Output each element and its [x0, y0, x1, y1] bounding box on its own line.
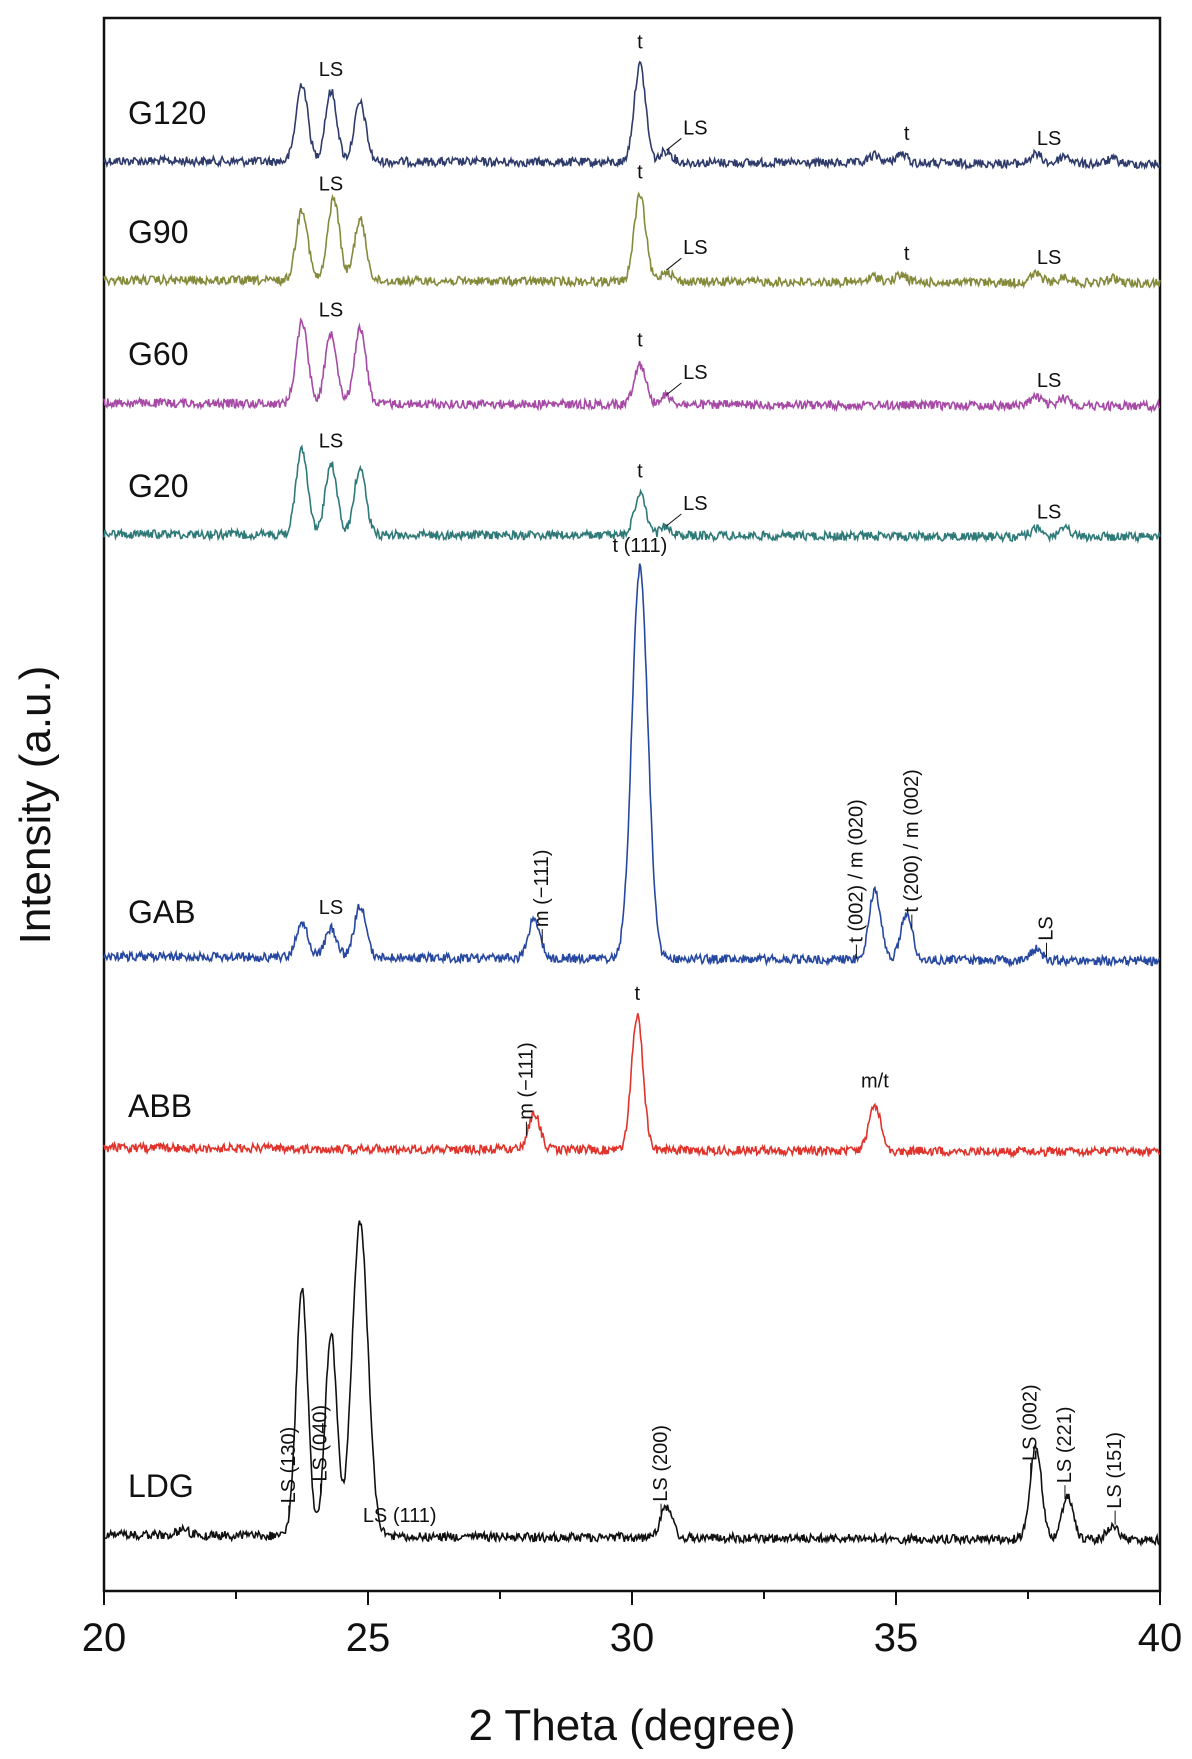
x-tick-label: 30: [610, 1616, 655, 1660]
annotation-gab-1: m (−111): [531, 849, 553, 944]
annotation-g60-1: t: [637, 330, 643, 352]
x-tick-label: 20: [82, 1616, 127, 1660]
annotation-g120-2: LS: [666, 117, 708, 151]
trace-gab: [103, 563, 1161, 968]
annotation-ldg-2: LS (111): [363, 1505, 437, 1527]
annotation-text: LS: [683, 493, 707, 515]
annotation-text: LS: [683, 237, 707, 259]
annotation-text: LS: [319, 431, 343, 453]
plot-frame: [102, 16, 1162, 1593]
annotation-text: LS: [1036, 916, 1058, 940]
series-label-g90: G90: [128, 214, 188, 250]
annotation-text: t (002) / m (020): [845, 799, 867, 942]
traces: [103, 60, 1161, 1548]
annotation-abb-2: m/t: [861, 1071, 889, 1093]
annotation-g90-0: LS: [319, 173, 343, 195]
annotation-text: LS (151): [1104, 1432, 1126, 1509]
annotation-g60-2: LS: [666, 362, 708, 396]
annotation-g60-3: LS: [1037, 370, 1061, 392]
x-axis-title: 2 Theta (degree): [469, 1701, 796, 1750]
annotation-text: LS (111): [363, 1505, 437, 1527]
annotation-gab-0: LS: [319, 897, 343, 919]
annotation-text: LS (221): [1054, 1406, 1076, 1483]
series-labels: G120 G90 G60 G20 GAB ABB LDG: [128, 95, 206, 1504]
peak-annotations: LS t LS t LS LS t LS t LS LS t LS LS LS t LS LS LS m (−111)…: [278, 32, 1126, 1528]
x-tick-label: 35: [874, 1616, 919, 1660]
annotation-ldg-0: LS (130): [278, 1427, 300, 1520]
trace-g120: [103, 60, 1161, 171]
annotation-text: LS (130): [278, 1427, 300, 1504]
annotation-ldg-4: LS (002): [1020, 1384, 1042, 1477]
annotation-text: t: [637, 330, 643, 352]
annotation-text: t: [904, 123, 910, 145]
annotation-g120-3: t: [904, 123, 910, 145]
annotation-text: t: [635, 983, 641, 1005]
annotation-ldg-6: LS (151): [1104, 1432, 1126, 1525]
annotation-text: LS: [319, 897, 343, 919]
x-tick-label: 40: [1138, 1616, 1183, 1660]
annotation-text: m (−111): [515, 1042, 537, 1120]
x-axis-ticks: 20 25 30 35 40: [82, 1591, 1183, 1660]
series-label-gab: GAB: [128, 894, 196, 930]
y-axis-title: Intensity (a.u.): [11, 666, 60, 945]
annotation-abb-1: t: [635, 983, 641, 1005]
annotation-ldg-3: LS (200): [650, 1425, 672, 1518]
annotation-text: t: [637, 32, 643, 54]
annotation-g120-0: LS: [319, 59, 343, 81]
trace-g90: [103, 191, 1161, 290]
annotation-gab-3: t (002) / m (020): [845, 799, 867, 959]
annotation-ldg-5: LS (221): [1054, 1406, 1076, 1500]
annotation-g90-2: LS: [666, 237, 708, 271]
annotation-leader: [666, 513, 682, 527]
annotation-leader: [666, 257, 682, 271]
annotation-gab-2: t (111): [612, 535, 667, 557]
annotation-text: m (−111): [531, 849, 553, 927]
annotation-text: t (200) / m (002): [901, 769, 923, 912]
annotation-text: LS (200): [650, 1425, 672, 1502]
trace-abb: [103, 1013, 1161, 1159]
annotation-text: LS: [1037, 247, 1061, 269]
annotation-leader: [666, 137, 682, 151]
series-label-g120: G120: [128, 95, 206, 131]
annotation-g20-1: t: [637, 461, 643, 483]
annotation-text: t: [904, 243, 910, 265]
annotation-g90-1: t: [637, 162, 643, 184]
annotation-text: LS: [683, 362, 707, 384]
annotation-text: t: [637, 461, 643, 483]
annotation-leader: [666, 382, 682, 396]
series-label-ldg: LDG: [128, 1468, 194, 1504]
annotation-gab-5: LS: [1036, 916, 1058, 957]
trace-ldg: [103, 1220, 1161, 1548]
annotation-text: LS: [319, 300, 343, 322]
annotation-text: LS: [319, 173, 343, 195]
annotation-g20-3: LS: [1037, 501, 1061, 523]
annotation-g90-4: LS: [1037, 247, 1061, 269]
annotation-gab-4: t (200) / m (002): [901, 769, 923, 929]
x-tick-label: 25: [346, 1616, 391, 1660]
trace-g60: [103, 316, 1161, 414]
annotation-text: LS: [1037, 501, 1061, 523]
annotation-g20-2: LS: [666, 493, 708, 527]
annotation-g60-0: LS: [319, 300, 343, 322]
annotation-text: m/t: [861, 1071, 889, 1093]
series-label-abb: ABB: [128, 1088, 192, 1124]
annotation-text: t: [637, 162, 643, 184]
trace-g20: [103, 444, 1161, 545]
annotation-text: LS: [1037, 128, 1061, 150]
annotation-text: LS: [683, 117, 707, 139]
annotation-text: LS: [319, 59, 343, 81]
series-label-g60: G60: [128, 336, 188, 372]
series-label-g20: G20: [128, 468, 188, 504]
annotation-g90-3: t: [904, 243, 910, 265]
annotation-abb-0: m (−111): [515, 1042, 537, 1136]
annotation-g120-1: t: [637, 32, 643, 54]
annotation-text: t (111): [612, 535, 667, 557]
annotation-text: LS (040): [310, 1405, 332, 1482]
annotation-g120-4: LS: [1037, 128, 1061, 150]
annotation-g20-0: LS: [319, 431, 343, 453]
annotation-text: LS (002): [1020, 1384, 1042, 1461]
annotation-text: LS: [1037, 370, 1061, 392]
annotation-ldg-1: LS (040): [310, 1405, 332, 1498]
